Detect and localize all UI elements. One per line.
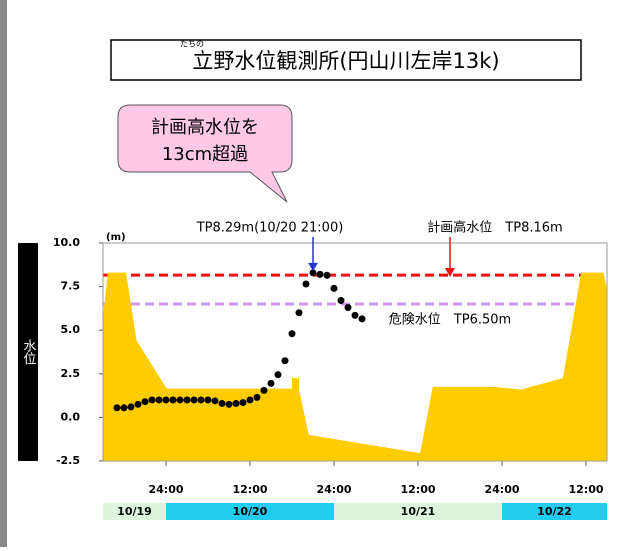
- water-level-dot: [183, 396, 191, 404]
- river-profile: [103, 272, 607, 461]
- y-tick-label: 7.5: [61, 280, 81, 293]
- y-unit: (m): [106, 232, 126, 243]
- y-tick-label: 10.0: [53, 236, 80, 249]
- water-level-dot: [176, 396, 184, 404]
- water-level-dot: [295, 309, 303, 317]
- water-level-dot: [190, 396, 198, 404]
- x-tick-label: 12:00: [232, 483, 267, 496]
- water-level-dot: [204, 396, 212, 404]
- y-tick-label: -2.5: [56, 454, 80, 467]
- callout-line: 計画高水位を: [151, 117, 259, 138]
- title-ruby: たちの: [180, 40, 204, 49]
- water-level-dot: [267, 379, 275, 387]
- water-level-dot: [155, 396, 163, 404]
- y-tick-label: 5.0: [61, 323, 81, 336]
- water-level-dot: [127, 403, 135, 411]
- date-band: [334, 503, 502, 520]
- water-level-dot: [316, 270, 324, 278]
- title-box: [110, 39, 582, 81]
- x-tick-label: 12:00: [400, 483, 435, 496]
- reference-arrowhead: [445, 268, 455, 277]
- water-level-dot: [232, 399, 240, 407]
- water-level-dot: [239, 399, 247, 407]
- water-level-dot: [225, 400, 233, 408]
- water-level-dot: [302, 280, 310, 288]
- left-border: [0, 0, 7, 547]
- x-tick-label: 24:00: [316, 483, 351, 496]
- peak-label: TP8.29m(10/20 21:00): [196, 221, 344, 236]
- y-label-bar: [18, 243, 38, 461]
- water-level-dot: [218, 399, 226, 407]
- water-level-dot: [120, 404, 128, 412]
- reference-label: 計画高水位 TP8.16m: [427, 220, 562, 236]
- water-level-dot: [288, 330, 296, 338]
- water-level-dot: [274, 371, 282, 379]
- water-level-dot: [169, 396, 177, 404]
- water-level-dot: [330, 284, 338, 292]
- water-level-dot: [134, 400, 142, 408]
- water-level-dot: [323, 271, 331, 279]
- date-band: [103, 503, 166, 520]
- water-level-dot: [358, 315, 366, 323]
- water-level-dot: [260, 386, 268, 394]
- water-level-dot: [141, 398, 149, 406]
- water-level-dot: [309, 269, 317, 277]
- plot-frame: [102, 242, 608, 462]
- date-label: 10/20: [233, 505, 268, 518]
- y-tick-label: 2.5: [61, 367, 81, 380]
- x-tick-label: 24:00: [148, 483, 183, 496]
- callout-bubble: [117, 104, 293, 203]
- water-level-dot: [253, 393, 261, 401]
- water-level-dot: [246, 396, 254, 404]
- x-tick-label: 12:00: [568, 483, 603, 496]
- callout-line: 13cm超過: [162, 144, 248, 165]
- water-level-dot: [211, 397, 219, 405]
- x-tick-label: 24:00: [484, 483, 519, 496]
- reference-label: 危険水位 TP6.50m: [389, 313, 511, 328]
- water-level-dot: [281, 357, 289, 365]
- peak-arrowhead: [308, 262, 318, 271]
- water-level-dot: [113, 404, 121, 412]
- y-tick-label: 0.0: [61, 410, 81, 423]
- date-label: 10/22: [537, 505, 572, 518]
- title: 立野水位観測所(円山川左岸13k): [192, 49, 499, 73]
- y-label: 水位: [21, 339, 37, 365]
- date-band: [502, 503, 607, 520]
- date-label: 10/21: [401, 505, 436, 518]
- water-level-dot: [337, 297, 345, 305]
- date-label: 10/19: [117, 505, 152, 518]
- water-level-dot: [148, 396, 156, 404]
- water-level-dot: [162, 396, 170, 404]
- water-level-dot: [351, 311, 359, 319]
- water-level-dot: [197, 396, 205, 404]
- date-band: [166, 503, 334, 520]
- water-level-dot: [344, 304, 352, 312]
